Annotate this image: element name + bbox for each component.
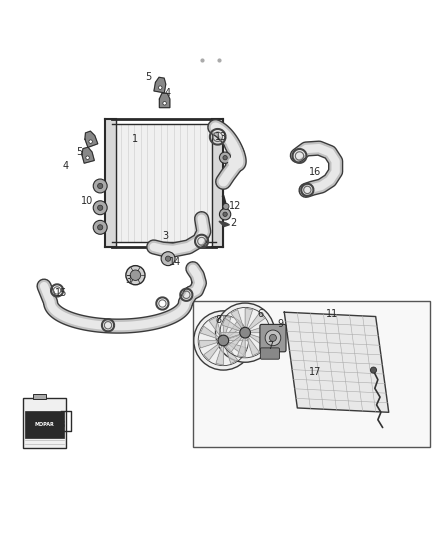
- FancyBboxPatch shape: [260, 325, 286, 352]
- Text: 13: 13: [215, 132, 227, 142]
- Text: 11: 11: [326, 309, 338, 319]
- Circle shape: [265, 330, 281, 346]
- Circle shape: [223, 212, 227, 216]
- Bar: [25, 411, 64, 438]
- Circle shape: [166, 256, 171, 261]
- Polygon shape: [85, 131, 98, 147]
- Bar: [33, 393, 46, 399]
- Circle shape: [86, 156, 89, 159]
- Circle shape: [89, 140, 92, 143]
- Text: 9: 9: [278, 319, 284, 329]
- Polygon shape: [204, 344, 220, 360]
- Text: 10: 10: [81, 196, 93, 206]
- Text: 14: 14: [170, 257, 182, 267]
- Circle shape: [130, 270, 141, 280]
- Circle shape: [223, 156, 227, 160]
- Circle shape: [371, 367, 377, 373]
- FancyBboxPatch shape: [260, 348, 279, 359]
- Circle shape: [98, 225, 103, 230]
- Polygon shape: [82, 147, 94, 163]
- Circle shape: [269, 334, 276, 341]
- Text: 3: 3: [125, 276, 131, 286]
- Circle shape: [98, 183, 103, 189]
- Polygon shape: [229, 333, 247, 341]
- Polygon shape: [226, 321, 243, 337]
- Text: 5: 5: [145, 72, 152, 82]
- Polygon shape: [200, 326, 219, 339]
- Polygon shape: [199, 341, 218, 348]
- Polygon shape: [105, 118, 116, 247]
- Polygon shape: [212, 118, 223, 247]
- Circle shape: [163, 102, 166, 105]
- Circle shape: [126, 265, 145, 285]
- Polygon shape: [159, 93, 170, 108]
- Polygon shape: [154, 77, 166, 93]
- Text: 6: 6: [257, 309, 263, 319]
- Text: 1: 1: [132, 134, 138, 144]
- Polygon shape: [249, 334, 268, 347]
- Text: 4: 4: [165, 88, 171, 98]
- Circle shape: [240, 327, 251, 338]
- Polygon shape: [219, 221, 230, 227]
- Text: 16: 16: [309, 167, 321, 176]
- Polygon shape: [250, 325, 269, 333]
- Polygon shape: [284, 312, 389, 413]
- Text: 7: 7: [267, 341, 273, 351]
- Polygon shape: [223, 316, 231, 335]
- Text: 4: 4: [63, 161, 69, 172]
- Bar: [193, 301, 430, 447]
- Circle shape: [93, 201, 107, 215]
- Circle shape: [194, 311, 253, 370]
- Text: 3: 3: [162, 231, 168, 241]
- Circle shape: [215, 303, 275, 362]
- Polygon shape: [116, 124, 212, 241]
- Text: 18: 18: [54, 421, 66, 430]
- Text: 12: 12: [230, 201, 242, 212]
- Text: 17: 17: [308, 367, 321, 377]
- Polygon shape: [209, 318, 222, 336]
- Circle shape: [93, 179, 107, 193]
- Polygon shape: [228, 342, 247, 355]
- Polygon shape: [237, 338, 245, 357]
- Polygon shape: [221, 333, 240, 340]
- Polygon shape: [248, 313, 265, 329]
- Text: 5: 5: [76, 148, 82, 157]
- Polygon shape: [226, 336, 242, 352]
- Circle shape: [223, 204, 229, 209]
- Circle shape: [219, 152, 231, 163]
- Polygon shape: [247, 337, 259, 356]
- Circle shape: [219, 208, 231, 220]
- Text: MOPAR: MOPAR: [35, 422, 54, 427]
- Polygon shape: [231, 310, 244, 328]
- Polygon shape: [222, 318, 241, 331]
- Circle shape: [98, 205, 103, 211]
- Polygon shape: [216, 345, 223, 365]
- Circle shape: [161, 252, 175, 265]
- Text: 15: 15: [55, 288, 67, 298]
- Text: 8: 8: [215, 314, 221, 325]
- Circle shape: [93, 220, 107, 235]
- Text: 2: 2: [231, 218, 237, 228]
- Polygon shape: [245, 309, 253, 328]
- Circle shape: [159, 86, 162, 90]
- Circle shape: [218, 335, 229, 346]
- Polygon shape: [225, 345, 238, 364]
- Bar: [23, 398, 66, 448]
